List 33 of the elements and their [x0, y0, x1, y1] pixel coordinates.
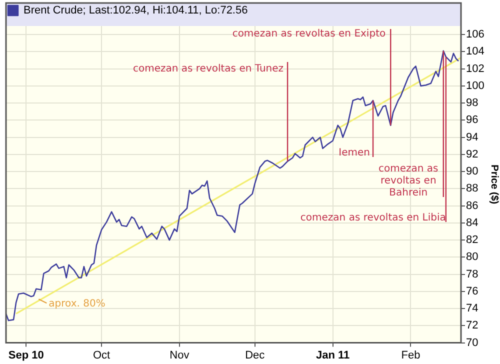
y-tick-label: 100 [466, 80, 484, 92]
y-tick-label: 90 [466, 166, 478, 178]
annotation: comezan as revoltas en Tunez [132, 64, 284, 75]
y-tick-label: 76 [466, 285, 478, 298]
y-tick-label: 72 [466, 320, 478, 332]
y-tick-label: 98 [466, 97, 478, 110]
annotation: comezan as revoltas en Exipto [232, 28, 386, 40]
y-tick-label: 86 [466, 200, 478, 212]
annotation: comezan as revoltas en Bahrein [378, 164, 438, 199]
legend-label: Brent Crude; Last:102.94, Hi:104.11, Lo:72.56 [24, 4, 248, 17]
y-tick-label: 80 [466, 251, 478, 264]
y-tick-label: 84 [466, 216, 478, 229]
annotation: comezan as revoltas en Libia [300, 212, 446, 224]
y-tick-label: 88 [466, 182, 478, 195]
y-axis-title: Price ($) [488, 164, 500, 204]
y-tick-label: 70 [466, 336, 478, 349]
y-tick-label: 74 [466, 302, 478, 315]
y-tick-label: 82 [466, 234, 478, 246]
y-tick-label: 104 [466, 46, 484, 58]
y-tick-label: 96 [466, 114, 478, 126]
x-tick-label: Sep 10 [8, 349, 44, 362]
x-tick-label: Feb [401, 349, 420, 362]
annotation: aprox. 80% [48, 298, 106, 310]
annotation: Iemen [338, 148, 370, 159]
y-tick-label: 94 [466, 131, 478, 144]
x-tick-label: Oct [92, 349, 110, 362]
x-tick-label: Dec [245, 349, 266, 362]
y-tick-label: 102 [466, 62, 484, 75]
y-tick-label: 92 [466, 148, 478, 160]
y-tick-label: 106 [466, 28, 484, 41]
x-tick-label: Jan 11 [316, 349, 350, 362]
y-tick-label: 78 [466, 268, 478, 280]
x-tick-label: Nov [170, 349, 190, 362]
